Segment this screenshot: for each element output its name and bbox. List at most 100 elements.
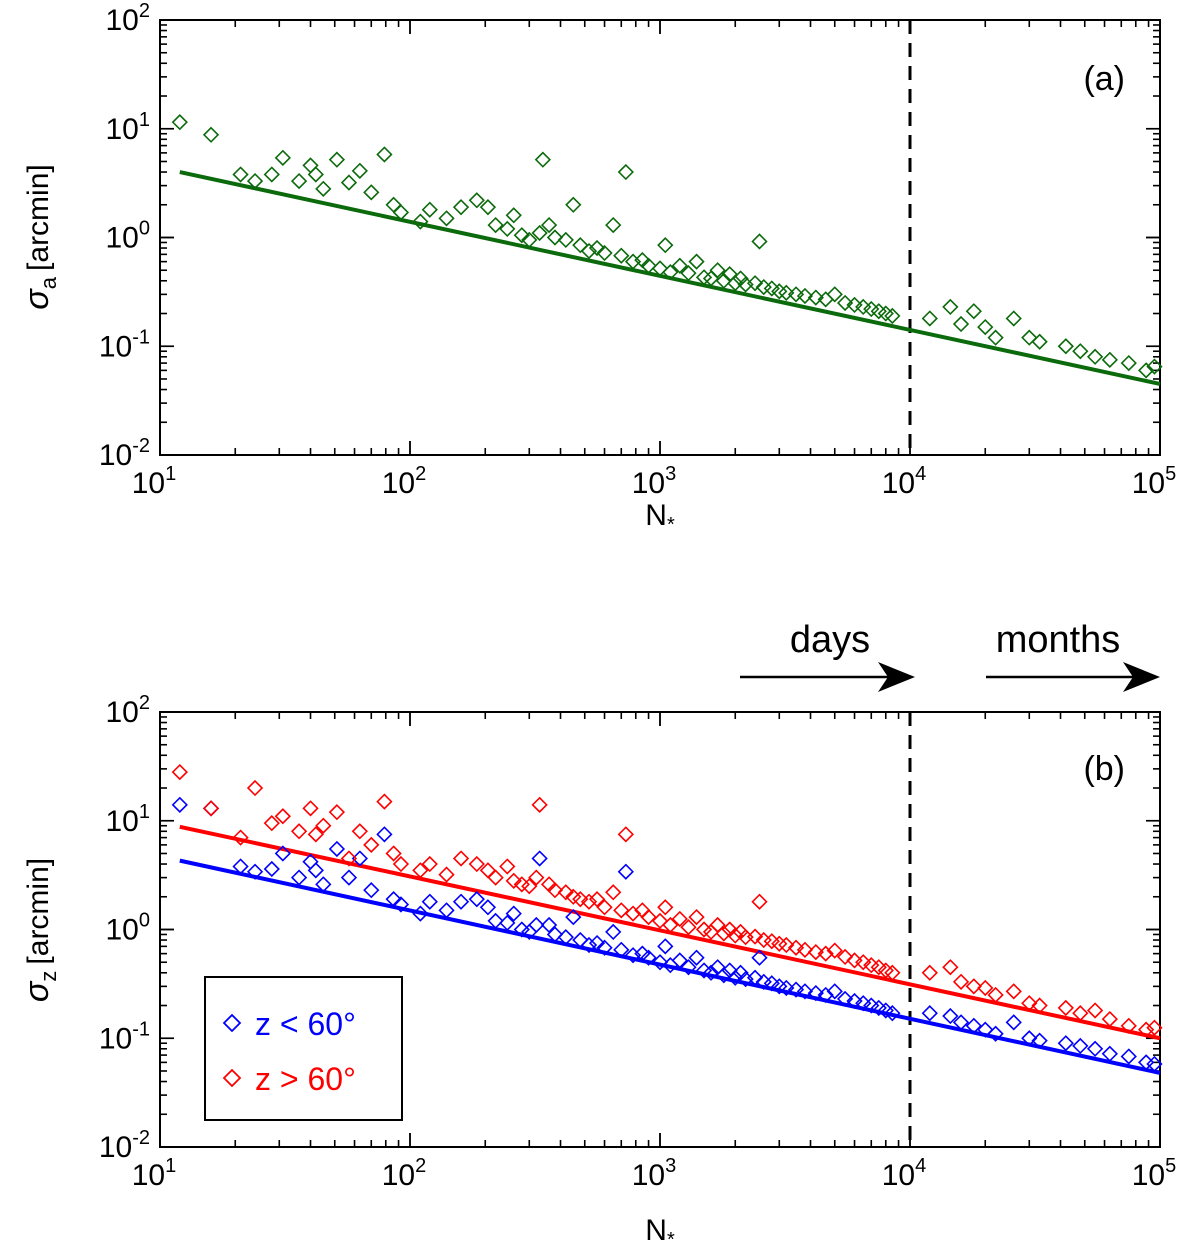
- data-point-0: [363, 184, 380, 201]
- data-point-0: [651, 954, 669, 971]
- data-point-1: [787, 939, 805, 956]
- data-point-1: [328, 804, 346, 821]
- fit-line-0: [179, 858, 1161, 1075]
- data-point-0: [531, 850, 548, 867]
- data-point-1: [952, 973, 970, 990]
- data-point-0: [505, 905, 522, 922]
- data-point-0: [671, 257, 688, 274]
- days-arrow-label: days: [790, 619, 870, 661]
- data-point-1: [884, 964, 901, 981]
- data-point-0: [751, 233, 768, 250]
- legend-red-marker: [222, 1068, 242, 1088]
- data-point-0: [1101, 1045, 1118, 1062]
- data-point-0: [588, 239, 606, 257]
- data-point-0: [732, 964, 749, 981]
- data-point-0: [977, 1021, 994, 1038]
- data-point-0: [521, 231, 538, 249]
- data-point-0: [846, 992, 863, 1010]
- data-point-1: [307, 826, 324, 843]
- data-point-0: [942, 1007, 959, 1025]
- x-tick-label: 105: [1132, 1155, 1177, 1192]
- data-point-1: [751, 893, 768, 910]
- data-point-0: [274, 149, 291, 166]
- data-point-0: [796, 983, 814, 1000]
- data-point-1: [942, 959, 959, 976]
- data-point-1: [315, 817, 332, 834]
- data-point-0: [557, 929, 574, 946]
- data-point-1: [680, 919, 697, 936]
- data-point-0: [363, 882, 380, 899]
- x-tick-label: 104: [882, 1155, 927, 1192]
- data-point-0: [715, 967, 732, 984]
- data-point-0: [452, 893, 470, 910]
- data-point-0: [987, 329, 1004, 346]
- data-point-0: [351, 850, 368, 867]
- data-point-0: [771, 283, 788, 300]
- data-point-1: [557, 884, 574, 901]
- data-point-1: [1101, 1010, 1118, 1028]
- data-point-1: [662, 916, 679, 934]
- data-point-0: [613, 941, 630, 958]
- data-point-0: [505, 207, 522, 224]
- data-point-1: [202, 800, 220, 817]
- x-tick-label: 102: [382, 1155, 427, 1192]
- data-point-0: [702, 964, 720, 981]
- data-point-0: [392, 896, 410, 913]
- data-point-1: [695, 921, 713, 938]
- data-point-1: [246, 779, 264, 797]
- data-point-0: [617, 163, 634, 181]
- data-point-0: [965, 303, 982, 320]
- data-point-0: [695, 269, 713, 286]
- data-point-1: [302, 800, 319, 817]
- data-point-0: [778, 979, 795, 997]
- data-point-0: [796, 287, 814, 305]
- data-point-0: [680, 959, 697, 976]
- data-point-1: [232, 829, 249, 846]
- data-point-0: [328, 151, 346, 168]
- data-point-1: [274, 808, 291, 825]
- data-point-0: [657, 938, 674, 955]
- data-point-1: [340, 850, 358, 867]
- data-point-0: [640, 949, 657, 966]
- data-point-1: [846, 952, 863, 969]
- data-point-0: [836, 294, 854, 312]
- data-point-0: [421, 201, 438, 218]
- data-point-0: [274, 845, 291, 862]
- x-tick-label: 104: [882, 463, 927, 500]
- data-point-0: [624, 947, 642, 964]
- data-point-0: [263, 860, 280, 878]
- data-point-0: [671, 952, 688, 969]
- data-point-1: [363, 836, 380, 854]
- data-point-1: [613, 902, 630, 919]
- data-point-1: [651, 912, 669, 930]
- data-point-0: [965, 1017, 982, 1034]
- data-point-1: [1031, 997, 1048, 1014]
- data-point-0: [624, 253, 642, 270]
- data-point-0: [817, 986, 834, 1004]
- data-point-0: [540, 216, 558, 234]
- legend-red-label: z > 60°: [255, 1061, 356, 1097]
- months-arrow-head: [1123, 662, 1160, 692]
- data-point-0: [421, 893, 438, 910]
- data-point-0: [640, 257, 657, 274]
- data-point-0: [263, 166, 280, 183]
- data-point-0: [487, 216, 504, 234]
- data-point-0: [246, 172, 264, 190]
- data-point-0: [385, 196, 402, 213]
- y-tick-label: 10-1: [99, 1018, 150, 1055]
- data-point-0: [565, 908, 582, 926]
- data-point-0: [232, 858, 249, 875]
- data-point-0: [572, 931, 589, 949]
- data-point-0: [531, 224, 548, 242]
- data-point-1: [807, 943, 824, 961]
- data-point-0: [877, 305, 894, 322]
- x-tick-label: 101: [132, 1155, 177, 1192]
- data-point-0: [546, 926, 564, 943]
- data-point-1: [580, 893, 598, 910]
- data-point-0: [1072, 343, 1089, 360]
- data-point-1: [438, 866, 455, 883]
- data-point-0: [778, 284, 795, 301]
- data-point-0: [351, 162, 368, 179]
- data-point-0: [1021, 329, 1038, 346]
